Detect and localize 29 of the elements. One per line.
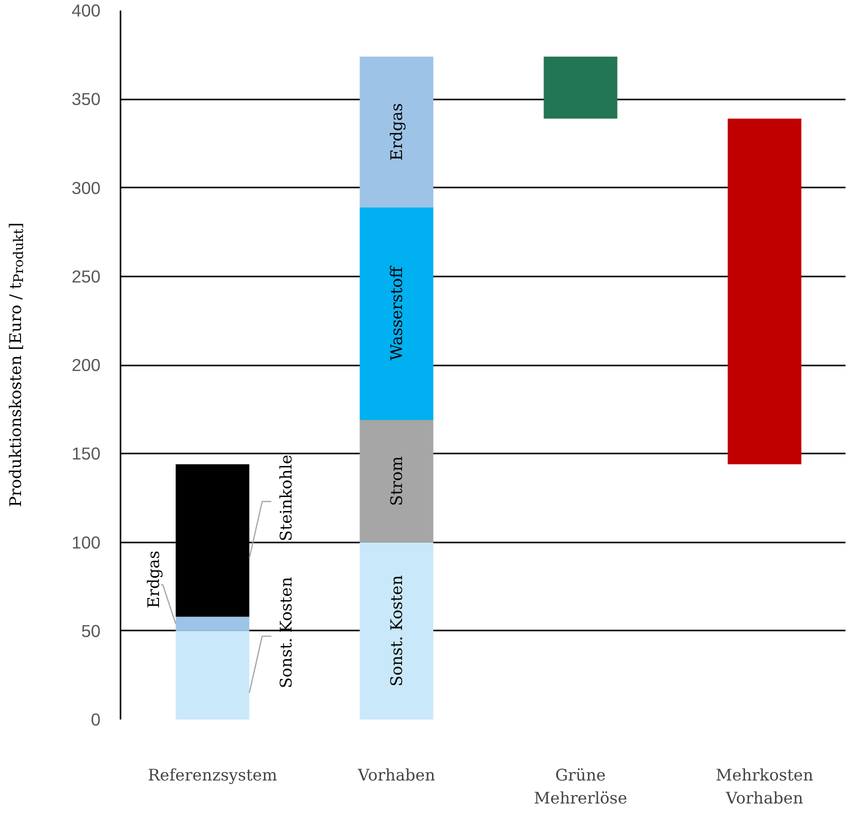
- text: Erdgas: [144, 550, 164, 608]
- bar: [176, 630, 250, 720]
- y-tick-label: 350: [72, 89, 101, 110]
- bar: [360, 420, 434, 542]
- y-tick-label: 50: [81, 620, 101, 641]
- series-label: Strom: [387, 456, 406, 506]
- bar: [176, 616, 250, 631]
- x-tick-label: Grüne Mehrerlöse: [534, 766, 628, 808]
- bar: [176, 464, 250, 617]
- y-tick-label: 250: [72, 266, 101, 286]
- bar: [360, 542, 434, 720]
- series-label: Wasserstoff: [387, 265, 406, 360]
- y-tick-label: 300: [72, 178, 101, 198]
- x-tick-label: Referenzsystem: [148, 766, 278, 784]
- bar: [360, 207, 434, 420]
- x-tick-label: Mehrkosten Vorhaben: [716, 766, 814, 808]
- y-tick-label: 100: [72, 532, 101, 552]
- y-tick-label: 400: [72, 0, 101, 20]
- series-label: Sonst. Kosten: [387, 575, 406, 687]
- y-tick-label: 0: [90, 710, 101, 730]
- x-tick-label: Vorhaben: [356, 766, 436, 784]
- text: Erdgas: [387, 103, 406, 161]
- y-tick-label: 200: [72, 355, 101, 375]
- text: Steinkohle: [276, 454, 296, 542]
- text: Sonst. Kosten: [276, 577, 296, 688]
- bar: [728, 118, 802, 464]
- bar: [360, 56, 434, 208]
- bar: [544, 56, 618, 119]
- y-tick-label: 150: [72, 444, 101, 464]
